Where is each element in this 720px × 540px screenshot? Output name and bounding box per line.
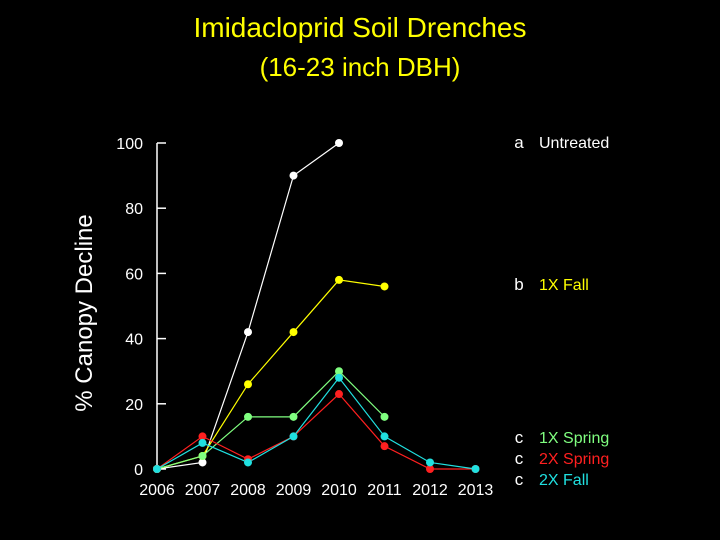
x-tick-label: 2012 [412,482,448,499]
chart-subtitle: (16-23 inch DBH) [259,52,461,82]
x-tick-label: 2007 [185,482,221,499]
legend-entry: 1X Fall [539,277,589,294]
data-point [198,438,207,447]
data-point [244,412,252,421]
data-point [244,328,252,337]
x-tick-label: 2008 [230,482,266,499]
data-point [198,458,207,467]
data-point [244,458,252,467]
y-tick-label: 80 [125,201,143,218]
series-line [156,393,476,470]
legend-letter: a [514,133,524,152]
data-point [198,432,207,441]
series-line [156,279,385,470]
data-point [153,465,161,473]
data-point [289,412,298,421]
x-tick-label: 2013 [458,482,494,499]
data-point [426,465,434,473]
data-point [335,373,343,382]
x-tick-label: 2006 [139,482,175,499]
data-point [471,465,480,473]
series-line [156,376,476,470]
legend-entry: 2X Fall [539,472,589,489]
legend-entry: Untreated [539,135,609,152]
data-point [335,367,343,376]
legend-letter: b [514,275,523,294]
data-point [380,432,389,441]
legend-entry: 1X Spring [539,430,609,447]
legend-letter: c [515,470,524,489]
data-point [380,412,389,421]
y-tick-label: 100 [116,136,143,153]
y-tick-label: 40 [125,332,143,349]
legend-entry: 2X Spring [539,451,609,468]
data-point [335,139,343,147]
chart-title: Imidacloprid Soil Drenches [193,12,527,43]
data-point [380,442,389,451]
x-tick-label: 2009 [276,482,312,499]
x-tick-label: 2011 [367,482,402,499]
y-tick-label: 0 [134,462,143,479]
legend-letter: c [515,428,524,447]
y-tick-label: 20 [125,397,143,414]
x-tick-label: 2010 [321,482,357,499]
y-axis-label: % Canopy Decline [71,214,98,411]
series-line [156,370,385,470]
data-point [335,275,343,284]
data-point [289,328,298,337]
data-point [380,282,389,291]
data-point [289,171,298,180]
data-point [244,380,252,389]
data-point [335,390,343,399]
data-point [426,458,434,467]
legend-letter: c [515,449,524,468]
data-point [289,432,298,441]
y-tick-label: 60 [125,266,143,283]
data-point [198,451,207,460]
